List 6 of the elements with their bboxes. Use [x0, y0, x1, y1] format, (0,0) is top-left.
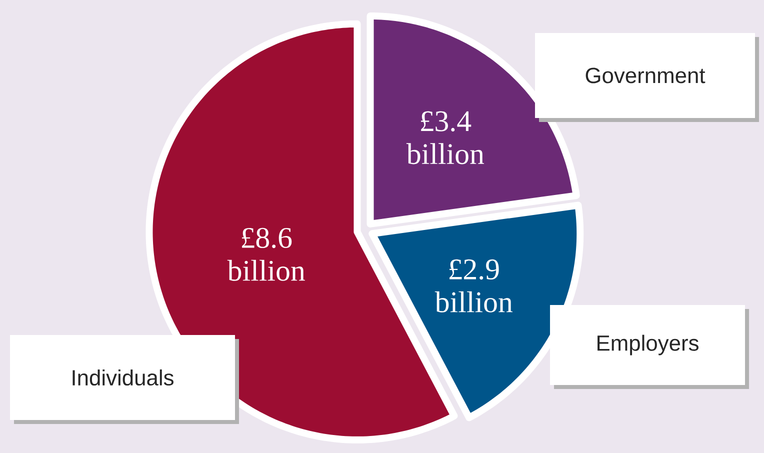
data-label: £2.9 billion: [434, 259, 512, 312]
data-label: £8.6 billion: [227, 228, 305, 281]
slice-label: Individuals: [72, 369, 174, 386]
slice-label: Employers: [598, 334, 698, 356]
slice-label: Government: [586, 68, 706, 84]
data-label: £3.4 billion: [406, 111, 484, 164]
